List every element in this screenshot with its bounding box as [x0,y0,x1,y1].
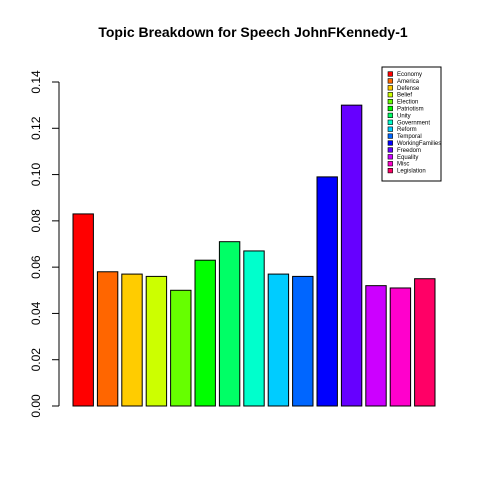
bar-defense [121,273,143,407]
legend-label: Belief [397,93,412,99]
bar-freedom [340,104,363,407]
legend-swatch [387,126,393,132]
legend-label: WorkingFamilies [397,141,441,147]
legend-label: Temporal [397,134,422,140]
bar-temporal [292,275,314,407]
y-tick-label: 0.06 [29,255,43,279]
bar-america [96,271,119,407]
legend-swatch [387,140,393,146]
legend-swatch [387,147,393,153]
y-axis: 0.00 0.02 0.04 0.06 0.08 0.10 0.12 0.14 [29,70,60,418]
legend-label: Defense [397,86,420,92]
bar-economy [72,213,94,407]
bar-unity [218,241,241,407]
legend-label: Misc [397,162,409,168]
legend-swatch [387,168,393,174]
y-tick-label: 0.04 [29,301,43,325]
legend: EconomyAmericaDefenseBeliefElectionPatri… [381,66,442,182]
legend-label: Unity [397,113,411,119]
legend-label: Equality [397,155,418,161]
legend-label: Government [397,120,430,126]
y-tick-label: 0.02 [29,348,43,372]
bar-election [170,289,192,407]
y-tick-label: 0.00 [29,394,43,418]
bar-legislation [414,278,436,407]
legend-swatch [387,161,393,167]
chart-title: Topic Breakdown for Speech JohnFKennedy-… [98,24,408,40]
legend-swatch [387,78,393,84]
legend-label: Reform [397,127,417,133]
bar-misc [389,287,412,407]
legend-label: Economy [397,72,422,78]
legend-label: Freedom [397,148,421,154]
legend-swatch [387,112,393,118]
bar-government [243,250,265,407]
y-tick-label: 0.14 [29,70,43,94]
legend-swatch [387,154,393,160]
y-tick-label: 0.10 [29,163,43,187]
legend-swatch [387,85,393,91]
legend-label: America [397,79,420,85]
bar-reform [267,273,290,407]
bars [72,104,436,407]
legend-swatch [387,133,393,139]
legend-swatch [387,92,393,98]
legend-label: Legislation [397,169,426,175]
bar-workingfamilies [316,176,338,407]
y-tick-label: 0.08 [29,209,43,233]
legend-label: Patriotism [397,107,424,113]
legend-swatch [387,119,393,125]
legend-swatch [387,99,393,105]
legend-swatch [387,105,393,112]
bar-patriotism [194,259,216,407]
legend-label: Election [397,100,418,106]
bar-equality [365,285,387,407]
legend-swatch [387,71,393,77]
bar-belief [145,275,168,407]
y-tick-label: 0.12 [29,116,43,140]
